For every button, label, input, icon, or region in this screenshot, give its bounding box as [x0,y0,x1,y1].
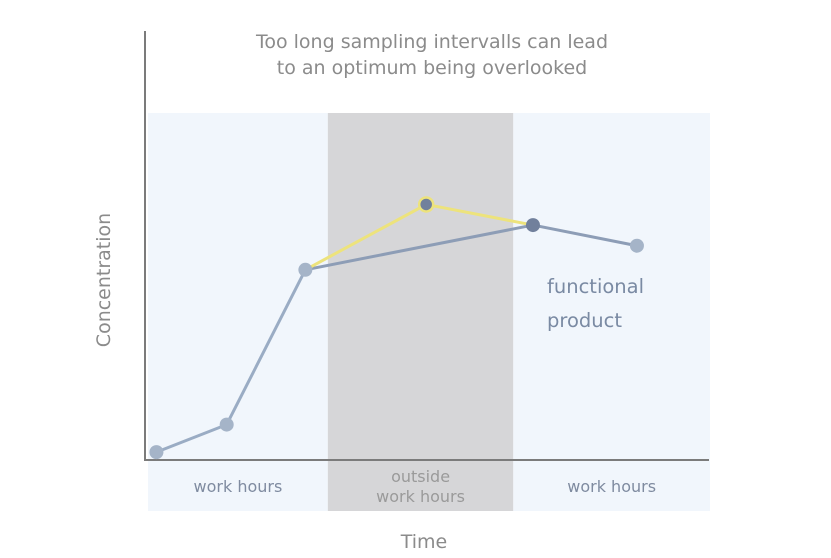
actual-series-segment [225,268,307,427]
band-label: work hours [194,477,283,496]
band-label: work hours [567,477,656,496]
missed-optimum-point [417,196,435,213]
sample-point [298,262,313,277]
actual-series-segment [531,223,639,248]
text-line: to an optimum being overlooked [277,57,588,79]
outside-work-hours-band [327,113,514,511]
work-hours-band [148,113,328,511]
functional-product-label: functional product [547,275,644,332]
text-line: work hours [567,477,656,496]
time-bands [148,113,710,511]
chart-title: Too long sampling intervalls can lead to … [255,31,608,79]
sample-point [149,445,164,460]
series-markers [149,196,644,460]
sample-point [219,417,234,432]
text-line: functional [547,275,644,298]
text-line: outside [391,467,450,486]
text-line: Too long sampling intervalls can lead [255,31,608,53]
text-line: product [547,309,622,332]
work-hours-band [513,113,710,511]
actual-series-segment [303,223,535,272]
sample-point [629,238,644,253]
series-lines [154,202,639,454]
x-axis-label: Time [400,531,448,553]
band-label: outside work hours [376,467,465,506]
axes [144,31,709,461]
text-line: work hours [376,487,465,506]
actual-series-segment [154,423,229,454]
sampled-maximum-point [525,218,540,233]
text-line: work hours [194,477,283,496]
y-axis-label: Concentration [93,213,115,347]
